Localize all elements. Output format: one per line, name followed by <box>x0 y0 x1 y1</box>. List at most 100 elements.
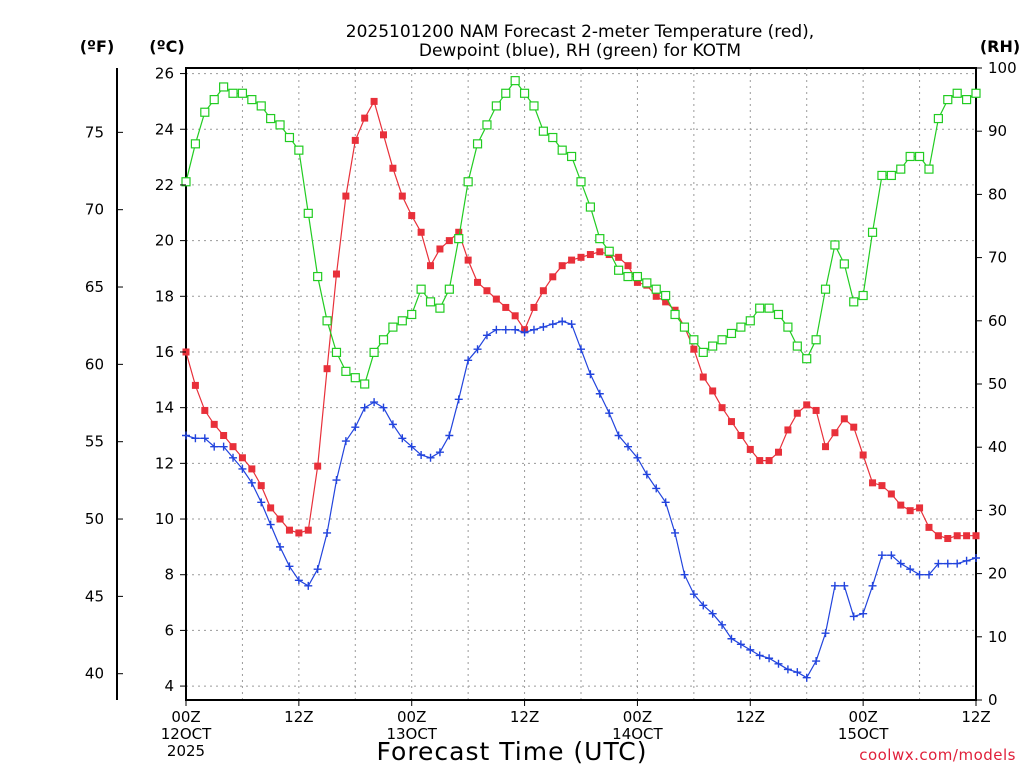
dewpoint-point <box>718 620 727 629</box>
chart-title-line-2: Dewpoint (blue), RH (green) for KOTM <box>419 41 741 61</box>
celsius-tick-label: 8 <box>164 566 174 584</box>
rh-point <box>614 265 624 275</box>
temperature-point <box>210 420 218 428</box>
rh-tick-label: 40 <box>988 438 1007 456</box>
temperature-point <box>765 457 773 465</box>
dewpoint-point <box>482 331 491 340</box>
dewpoint-point <box>736 640 745 649</box>
rh-point <box>604 246 614 256</box>
rh-point <box>529 101 539 111</box>
temperature-point <box>314 462 322 470</box>
rh-point <box>407 309 417 320</box>
temperature-point <box>370 97 378 105</box>
temperature-point <box>784 426 792 434</box>
temperature-point <box>878 482 886 490</box>
dewpoint-point <box>511 325 520 334</box>
celsius-tick-label: 22 <box>155 176 174 194</box>
dewpoint-point <box>229 453 238 462</box>
dewpoint-point <box>407 442 416 451</box>
rh-point <box>661 290 671 301</box>
rh-tick-label: 30 <box>988 501 1007 519</box>
dewpoint-point <box>379 403 388 412</box>
dewpoint-point <box>426 453 435 462</box>
fahrenheit-tick-label: 60 <box>85 355 104 373</box>
x-tick-label: 12OCT <box>161 725 212 743</box>
dewpoint-point <box>360 403 369 412</box>
temperature-point <box>944 535 952 543</box>
rh-tick-label: 70 <box>988 249 1007 267</box>
temperature-point <box>633 278 641 286</box>
dewpoint-point <box>755 651 764 660</box>
fahrenheit-tick-label: 65 <box>85 278 104 296</box>
temperature-point <box>737 432 745 440</box>
temperature-point <box>972 532 980 540</box>
dewpoint-point <box>558 317 567 326</box>
fahrenheit-tick-label: 40 <box>85 665 104 683</box>
rh-point <box>670 309 680 320</box>
temperature-point <box>492 295 500 303</box>
temperature-point <box>229 443 237 451</box>
dewpoint-point <box>351 423 360 432</box>
dewpoint-point <box>529 325 538 334</box>
x-tick-label: 12Z <box>736 708 765 726</box>
dewpoint-point <box>323 528 332 537</box>
dewpoint-point <box>943 559 952 568</box>
dewpoint-point <box>652 484 661 493</box>
rh-point <box>585 202 596 212</box>
dewpoint-point <box>802 673 811 682</box>
rh-point <box>444 284 454 294</box>
dewpoint-point <box>219 442 228 451</box>
fahrenheit-tick-label: 45 <box>85 587 104 605</box>
celsius-tick-label: 10 <box>155 510 174 528</box>
dewpoint-point <box>341 437 350 446</box>
temperature-point <box>746 445 754 453</box>
rh-point <box>736 322 746 332</box>
rh-point <box>181 177 191 187</box>
chart-title-line-1: 2025101200 NAM Forecast 2-meter Temperat… <box>346 22 814 42</box>
dewpoint-point <box>464 356 473 365</box>
rh-point <box>867 227 878 237</box>
temperature-point <box>285 526 293 534</box>
rh-point <box>971 88 981 98</box>
temperature-point <box>445 237 453 245</box>
temperature-point <box>812 406 820 414</box>
source-credit: coolwx.com/models <box>859 746 1016 764</box>
rh-point <box>679 322 690 332</box>
temperature-point <box>248 465 256 473</box>
temperature-point <box>887 490 895 498</box>
celsius-tick-label: 18 <box>155 287 174 305</box>
x-tick-label: 14OCT <box>612 725 663 743</box>
temperature-point <box>267 504 275 512</box>
rh-point <box>501 88 511 98</box>
dewpoint-point <box>210 442 219 451</box>
rh-tick-label: 80 <box>988 185 1007 203</box>
temperature-point <box>718 404 726 412</box>
fahrenheit-tick-label: 70 <box>85 201 104 219</box>
series-layer <box>181 76 981 682</box>
rh-point <box>200 107 210 117</box>
dewpoint-point <box>501 325 510 334</box>
rh-point <box>237 88 248 98</box>
fahrenheit-tick-label: 50 <box>85 510 104 528</box>
dewpoint-point <box>595 389 604 398</box>
temperature-point <box>662 298 670 306</box>
dewpoint-point <box>238 464 247 473</box>
temperature-point <box>596 248 604 256</box>
dewpoint-point <box>445 431 454 440</box>
temperature-point <box>201 406 209 414</box>
dewpoint-point <box>567 320 576 329</box>
temperature-point <box>709 387 717 395</box>
dewpoint-point <box>972 554 980 563</box>
temperature-point <box>577 253 585 261</box>
temperature-point <box>257 482 265 490</box>
temperature-point <box>389 164 397 172</box>
temperature-point <box>323 365 331 373</box>
dewpoint-point <box>765 654 774 663</box>
x-axis-label: Forecast Time (UTC) <box>377 737 648 766</box>
dewpoint-point <box>492 325 501 334</box>
dewpoint-point <box>388 420 397 429</box>
temperature-point <box>831 429 839 437</box>
temperature-point <box>398 192 406 200</box>
celsius-tick-label: 4 <box>164 677 174 695</box>
